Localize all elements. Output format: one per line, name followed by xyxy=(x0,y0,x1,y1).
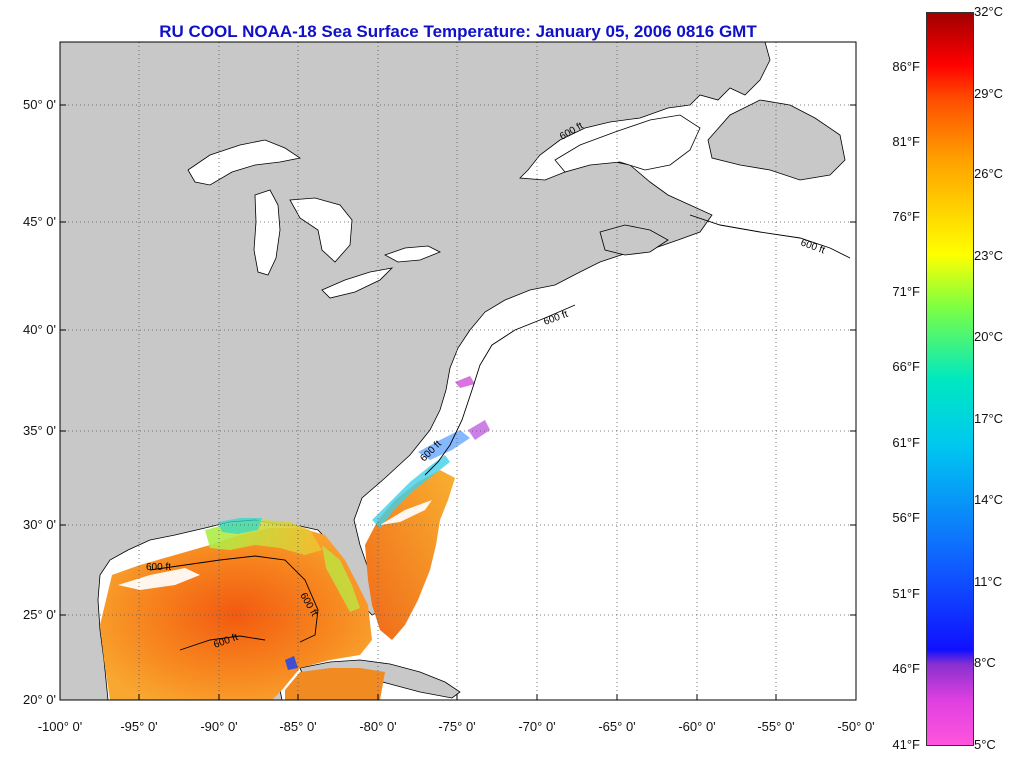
sst-cape-hatteras-cold xyxy=(468,420,490,440)
lake-ontario xyxy=(384,245,441,263)
colorbar-f-label-81: 81°F xyxy=(892,134,920,149)
lon-label-60: -60° 0' xyxy=(678,719,716,734)
lon-label-50: -50° 0' xyxy=(837,719,875,734)
bathymetry-contour-600ft xyxy=(149,214,851,651)
land-newfoundland xyxy=(707,99,846,181)
sst-florida-shelf xyxy=(322,545,360,612)
colorbar-c-label-32: 32°C xyxy=(974,4,1004,19)
colorbar-f-label-71: 71°F xyxy=(892,284,920,299)
lon-label-95: -95° 0' xyxy=(120,719,158,734)
sst-gulf-cool-band xyxy=(218,518,262,534)
lake-michigan xyxy=(253,189,281,276)
cloud-gap-atlantic xyxy=(380,500,432,525)
tick-marks xyxy=(60,104,856,700)
map-frame xyxy=(59,41,857,701)
lon-label-80: -80° 0' xyxy=(359,719,397,734)
lake-huron xyxy=(289,197,353,263)
graticule xyxy=(60,42,856,700)
land-north-america xyxy=(60,42,771,700)
colorbar-c-label-5: 5°C xyxy=(974,737,996,752)
contour-label-gulf: 600 ft xyxy=(146,562,171,573)
lat-label-35: 35° 0' xyxy=(23,423,56,438)
lon-label-90: -90° 0' xyxy=(200,719,238,734)
colorbar-f-label-86: 86°F xyxy=(892,59,920,74)
sst-blue-gulf-patch xyxy=(285,656,298,670)
lat-label-20: 20° 0' xyxy=(23,692,56,707)
lake-erie xyxy=(321,267,394,299)
lon-label-70: -70° 0' xyxy=(518,719,556,734)
land-nova-scotia xyxy=(599,224,669,256)
lon-label-55: -55° 0' xyxy=(757,719,795,734)
colorbar-c-label-11: 11°C xyxy=(974,574,1003,589)
sst-caribbean xyxy=(285,668,385,700)
lat-label-45: 45° 0' xyxy=(23,214,56,229)
sst-shelf-blue xyxy=(418,430,470,460)
lon-label-75: -75° 0' xyxy=(438,719,476,734)
lat-label-30: 30° 0' xyxy=(23,517,56,532)
colorbar-c-label-17: 17°C xyxy=(974,411,1004,426)
colorbar-c-label-26: 26°C xyxy=(974,166,1004,181)
lon-label-100: -100° 0' xyxy=(37,719,83,734)
colorbar-c-label-14: 14°C xyxy=(974,492,1004,507)
cloud-gap-gulf xyxy=(118,568,200,590)
colorbar-f-label-61: 61°F xyxy=(892,435,920,450)
gulf-st-lawrence xyxy=(554,114,701,173)
lon-label-85: -85° 0' xyxy=(279,719,317,734)
sst-gulf-of-mexico xyxy=(100,528,372,700)
map-title: RU COOL NOAA-18 Sea Surface Temperature:… xyxy=(159,22,757,41)
sst-cold-patch-north xyxy=(455,376,475,388)
colorbar-f-label-51: 51°F xyxy=(892,586,920,601)
colorbar-c-label-23: 23°C xyxy=(974,248,1004,263)
temperature-colorbar xyxy=(926,12,974,746)
colorbar-c-label-29: 29°C xyxy=(974,86,1004,101)
colorbar-c-label-20: 20°C xyxy=(974,329,1004,344)
colorbar-f-label-56: 56°F xyxy=(892,510,920,525)
lake-superior xyxy=(187,139,302,186)
lat-label-50: 50° 0' xyxy=(23,97,56,112)
lat-label-40: 40° 0' xyxy=(23,322,56,337)
colorbar-f-label-46: 46°F xyxy=(892,661,920,676)
lon-label-65: -65° 0' xyxy=(598,719,636,734)
colorbar-f-label-76: 76°F xyxy=(892,209,920,224)
colorbar-f-label-66: 66°F xyxy=(892,359,920,374)
lat-label-25: 25° 0' xyxy=(23,607,56,622)
colorbar-c-label-8: 8°C xyxy=(974,655,996,670)
colorbar-f-label-41: 41°F xyxy=(892,737,920,752)
sst-atlantic-cool-shelf xyxy=(372,455,450,528)
